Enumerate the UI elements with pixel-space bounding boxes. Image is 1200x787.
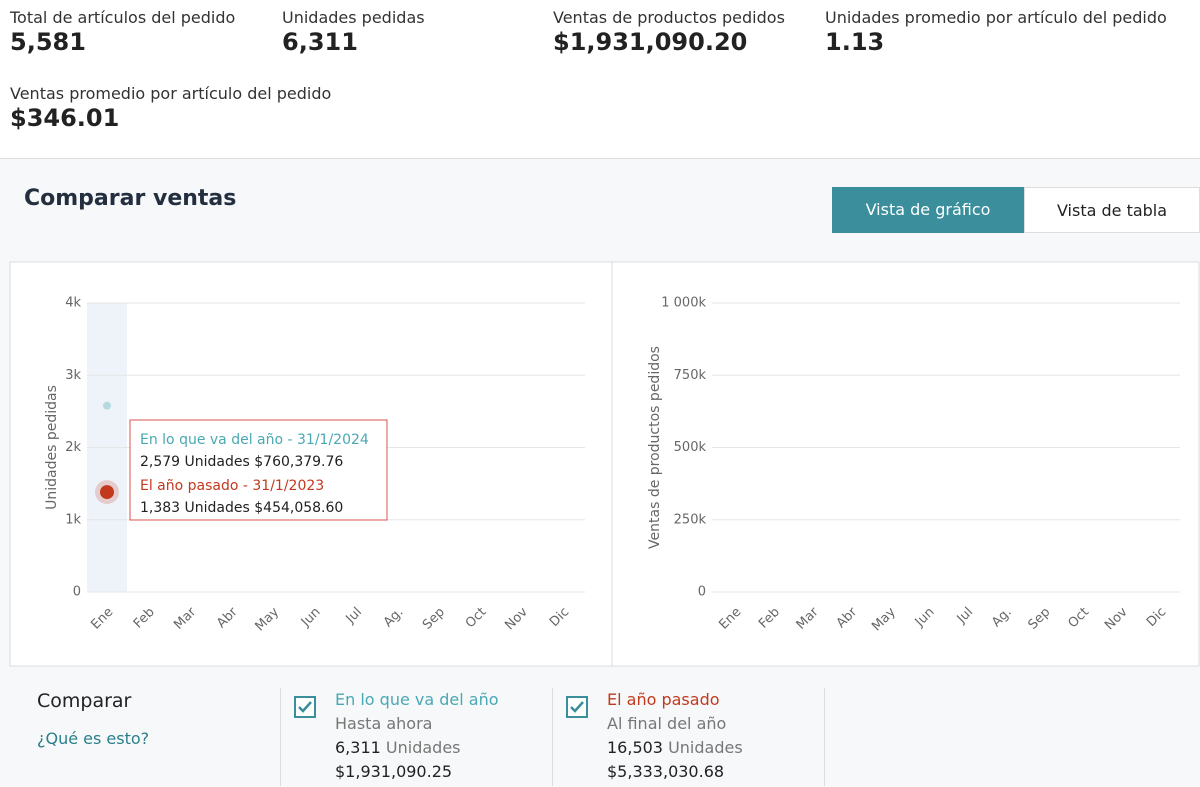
period-note: Al final del año	[607, 714, 727, 733]
metric-value: 1.13	[825, 28, 885, 56]
units-label: Unidades	[668, 738, 743, 757]
units-value: 16,503	[607, 738, 663, 757]
metric-value: 6,311	[282, 28, 358, 56]
divider	[552, 688, 553, 786]
metric-label: Total de artículos del pedido	[10, 8, 236, 27]
y-tick-label: 1 000k	[661, 296, 706, 311]
check-mark	[298, 701, 312, 713]
metric-label: Unidades promedio por artículo del pedid…	[825, 8, 1167, 27]
units-value: 6,311	[335, 738, 381, 757]
y-tick-label: 4k	[65, 296, 81, 311]
tooltip-label: En lo que va del año - 31/1/2024	[140, 432, 369, 448]
tooltip-detail: 1,383 Unidades $454,058.60	[140, 500, 343, 516]
tooltip-box	[129, 419, 388, 521]
section-title: Comparar ventas	[24, 186, 237, 211]
tooltip-detail: 2,579 Unidades $760,379.76	[140, 454, 343, 470]
y-tick-label: 750k	[674, 368, 707, 383]
y-tick-label: 2k	[65, 440, 81, 455]
y-tick-label: 0	[698, 585, 706, 600]
help-link[interactable]: ¿Qué es esto?	[37, 729, 150, 748]
period-note: Hasta ahora	[335, 714, 433, 733]
metric-label: Ventas promedio por artículo del pedido	[10, 84, 332, 103]
tooltip-label: El año pasado - 31/1/2023	[140, 478, 324, 494]
hover-point	[100, 485, 114, 500]
y-tick-label: 3k	[65, 368, 81, 383]
period-sales: $5,333,030.68	[607, 762, 725, 781]
period-units: 16,503 Unidades	[607, 738, 743, 757]
y-tick-label: 250k	[674, 512, 707, 527]
period-units: 6,311 Unidades	[335, 738, 461, 757]
period-name: En lo que va del año	[335, 690, 499, 709]
hover-point	[103, 401, 111, 410]
y-axis-title: Ventas de productos pedidos	[647, 346, 663, 549]
period-sales: $1,931,090.25	[335, 762, 453, 781]
panel	[611, 261, 1200, 667]
check-mark	[570, 701, 584, 713]
metric-label: Ventas de productos pedidos	[553, 8, 785, 27]
metric-value: $346.01	[10, 104, 120, 132]
period-name: El año pasado	[607, 690, 720, 709]
divider	[824, 688, 825, 786]
view-button[interactable]: Vista de gráfico	[832, 187, 1024, 233]
metric-value: 5,581	[10, 28, 86, 56]
check	[570, 701, 584, 713]
y-tick-label: 0	[73, 585, 81, 600]
metric-value: $1,931,090.20	[553, 28, 748, 56]
y-axis-title: Unidades pedidas	[44, 385, 60, 510]
check	[298, 701, 312, 713]
divider	[280, 688, 281, 786]
compare-title: Comparar	[37, 690, 132, 712]
checkbox[interactable]	[294, 696, 316, 718]
y-tick-label: 1k	[65, 512, 81, 527]
metric-label: Unidades pedidas	[282, 8, 425, 27]
y-tick-label: 500k	[674, 440, 707, 455]
units-label: Unidades	[385, 738, 461, 757]
checkbox[interactable]	[566, 696, 588, 718]
